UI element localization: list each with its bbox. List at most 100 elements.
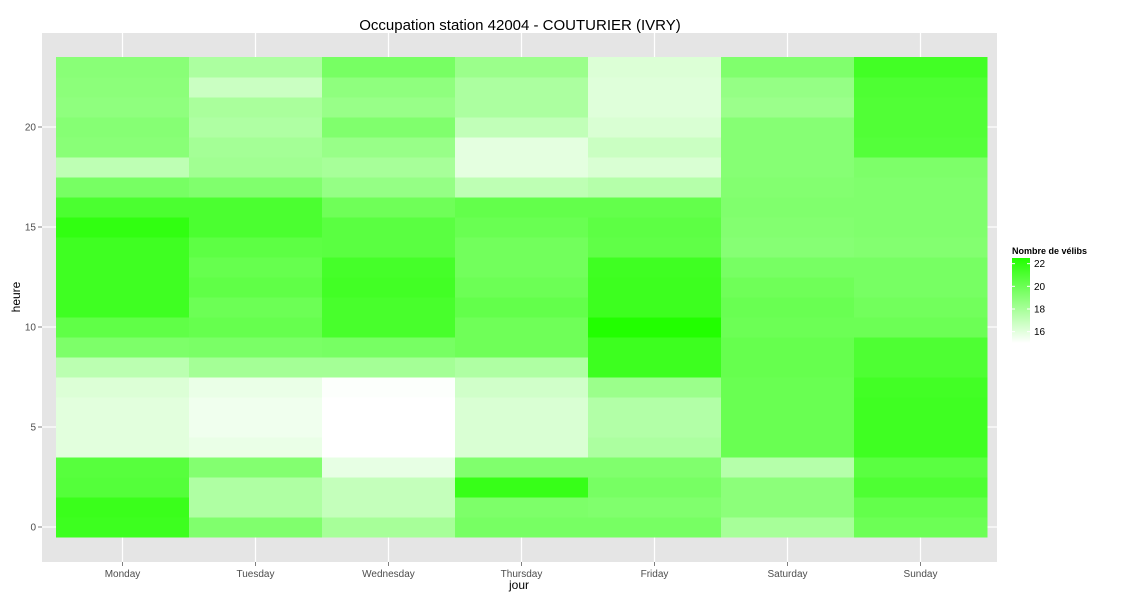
heatmap-cell bbox=[455, 257, 589, 278]
heatmap-cell bbox=[189, 357, 323, 378]
heatmap-cell bbox=[455, 157, 589, 178]
heatmap-cell bbox=[455, 57, 589, 78]
heatmap-cell bbox=[588, 357, 722, 378]
heatmap-cell bbox=[588, 237, 722, 258]
heatmap-cell bbox=[455, 117, 589, 138]
heatmap-cell bbox=[455, 177, 589, 198]
heatmap-cell bbox=[455, 97, 589, 118]
heatmap-cell bbox=[56, 237, 190, 258]
heatmap-cell bbox=[721, 117, 855, 138]
heatmap-cell bbox=[588, 297, 722, 318]
heatmap-cell bbox=[721, 77, 855, 98]
heatmap-cell bbox=[189, 177, 323, 198]
heatmap-cell bbox=[189, 437, 323, 458]
y-tick-label: 5 bbox=[30, 423, 36, 434]
heatmap-cell bbox=[455, 317, 589, 338]
heatmap-cell bbox=[322, 437, 456, 458]
heatmap-cell bbox=[455, 357, 589, 378]
legend-tick-label: 16 bbox=[1034, 327, 1046, 338]
heatmap-cell bbox=[56, 137, 190, 158]
heatmap-cell bbox=[189, 97, 323, 118]
x-tick-label: Wednesday bbox=[362, 569, 415, 580]
heatmap-cell bbox=[56, 117, 190, 138]
heatmap-cell bbox=[721, 497, 855, 518]
heatmap-cell bbox=[189, 217, 323, 238]
heatmap-cell bbox=[588, 57, 722, 78]
legend-tick-label: 20 bbox=[1034, 282, 1046, 293]
heatmap-cell bbox=[189, 137, 323, 158]
heatmap-cell bbox=[854, 177, 988, 198]
heatmap-cell bbox=[854, 137, 988, 158]
heatmap-cell bbox=[588, 397, 722, 418]
heatmap-cell bbox=[455, 437, 589, 458]
heatmap-cell bbox=[189, 57, 323, 78]
heatmap-cell bbox=[721, 337, 855, 358]
heatmap-cell bbox=[854, 417, 988, 438]
heatmap-cell bbox=[721, 437, 855, 458]
heatmap-cell bbox=[721, 457, 855, 478]
heatmap-cell bbox=[322, 277, 456, 298]
legend-title: Nombre de vélibs bbox=[1012, 246, 1087, 256]
heatmap-cell bbox=[588, 317, 722, 338]
heatmap-cell bbox=[189, 117, 323, 138]
heatmap-cell bbox=[721, 297, 855, 318]
heatmap-cell bbox=[322, 457, 456, 478]
y-axis-title: heure bbox=[9, 281, 23, 312]
y-tick-label: 15 bbox=[25, 223, 37, 234]
heatmap-cell bbox=[189, 417, 323, 438]
heatmap-cell bbox=[721, 397, 855, 418]
heatmap-cell bbox=[56, 197, 190, 218]
heatmap-cell bbox=[588, 417, 722, 438]
heatmap-cell bbox=[189, 77, 323, 98]
heatmap-cell bbox=[56, 397, 190, 418]
heatmap-cell bbox=[854, 277, 988, 298]
heatmap-cell bbox=[56, 417, 190, 438]
heatmap-cell bbox=[854, 157, 988, 178]
heatmap-cell bbox=[455, 497, 589, 518]
heatmap-cell bbox=[455, 197, 589, 218]
heatmap-cell bbox=[854, 397, 988, 418]
heatmap-cell bbox=[588, 77, 722, 98]
heatmap-cell bbox=[854, 117, 988, 138]
heatmap-cell bbox=[56, 497, 190, 518]
heatmap-cell bbox=[322, 197, 456, 218]
heatmap-cell bbox=[588, 117, 722, 138]
heatmap-cell bbox=[455, 397, 589, 418]
heatmap-cell bbox=[322, 297, 456, 318]
heatmap-cell bbox=[854, 517, 988, 538]
heatmap-cell bbox=[189, 517, 323, 538]
heatmap-cell bbox=[854, 237, 988, 258]
heatmap-cell bbox=[588, 217, 722, 238]
heatmap-cell bbox=[189, 157, 323, 178]
heatmap-cell bbox=[322, 237, 456, 258]
heatmap-cell bbox=[189, 297, 323, 318]
heatmap-cell bbox=[854, 217, 988, 238]
heatmap-cell bbox=[322, 377, 456, 398]
heatmap-cell bbox=[588, 157, 722, 178]
y-tick-label: 20 bbox=[25, 123, 37, 134]
legend-colorbar bbox=[1012, 258, 1030, 343]
x-tick-label: Friday bbox=[641, 569, 669, 580]
heatmap-cell bbox=[322, 217, 456, 238]
heatmap-cell bbox=[56, 517, 190, 538]
heatmap-cell bbox=[189, 237, 323, 258]
heatmap-cell bbox=[721, 477, 855, 498]
heatmap-cell bbox=[56, 257, 190, 278]
heatmap-cell bbox=[721, 237, 855, 258]
heatmap-cell bbox=[56, 317, 190, 338]
heatmap-cell bbox=[56, 457, 190, 478]
heatmap-cell bbox=[721, 317, 855, 338]
x-tick-label: Tuesday bbox=[237, 569, 275, 580]
x-tick-label: Thursday bbox=[501, 569, 543, 580]
legend-tick-label: 22 bbox=[1034, 259, 1046, 270]
heatmap-cell bbox=[56, 217, 190, 238]
heatmap-cell bbox=[56, 477, 190, 498]
heatmap-cell bbox=[56, 77, 190, 98]
heatmap-cell bbox=[588, 477, 722, 498]
heatmap-cell bbox=[455, 297, 589, 318]
heatmap-cell bbox=[455, 337, 589, 358]
heatmap-cell bbox=[56, 357, 190, 378]
heatmap-cell bbox=[721, 97, 855, 118]
heatmap-cell bbox=[588, 197, 722, 218]
